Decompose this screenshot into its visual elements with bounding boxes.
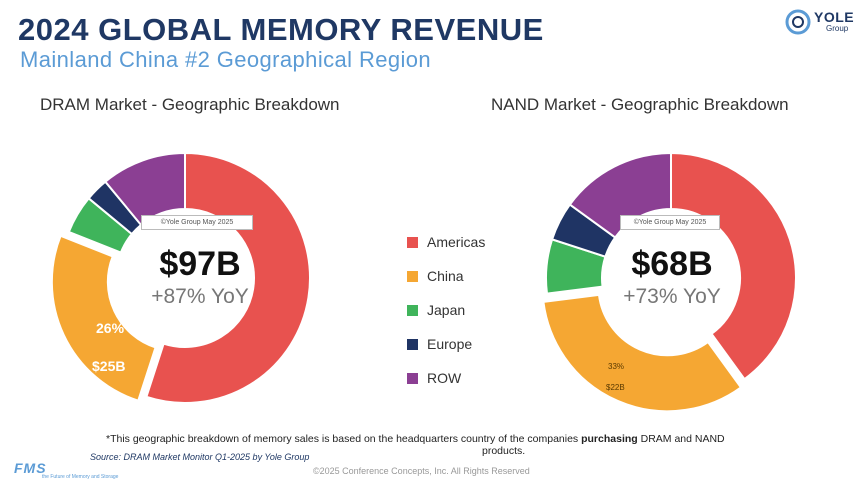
- legend-item-americas: Americas: [407, 234, 485, 250]
- copyright-note: ©2025 Conference Concepts, Inc. All Righ…: [313, 466, 530, 476]
- legend-swatch-americas: [407, 236, 418, 248]
- dram-total-value: $97B: [159, 245, 241, 283]
- dram-watermark: ©Yole Group May 2025: [141, 215, 253, 230]
- legend-item-europe: Europe: [407, 336, 472, 352]
- footnote-text-pre: *This geographic breakdown of memory sal…: [106, 433, 582, 445]
- fms-tagline: the Future of Memory and Storage: [42, 474, 119, 480]
- page-subtitle: Mainland China #2 Geographical Region: [20, 47, 432, 72]
- legend-label-china: China: [427, 268, 464, 284]
- source-note: Source: DRAM Market Monitor Q1-2025 by Y…: [90, 452, 310, 462]
- nand-slice-china: [542, 293, 743, 413]
- legend-swatch-china: [407, 270, 418, 282]
- legend-swatch-row: [407, 372, 418, 384]
- legend-label-europe: Europe: [427, 336, 473, 352]
- legend-label-americas: Americas: [427, 234, 486, 250]
- yole-logo-icon: [785, 9, 811, 35]
- nand-china-pct-label: 33%: [608, 362, 625, 371]
- dram-slice-americas: [145, 151, 311, 404]
- legend-item-japan: Japan: [407, 302, 465, 318]
- legend-swatch-europe: [407, 338, 418, 350]
- legend-item-china: China: [407, 268, 464, 284]
- nand-china-value-label: $22B: [606, 383, 625, 392]
- legend-label-row: ROW: [427, 370, 462, 386]
- nand-watermark: ©Yole Group May 2025: [620, 215, 720, 230]
- legend-item-row: ROW: [407, 370, 461, 386]
- logo-sub: Group: [826, 24, 849, 33]
- page-title: 2024 GLOBAL MEMORY REVENUE: [18, 12, 544, 47]
- logo-name: YOLE: [814, 9, 855, 25]
- legend-swatch-japan: [407, 304, 418, 316]
- nand-total-value: $68B: [631, 245, 713, 283]
- footnote-text-bold: purchasing: [581, 433, 638, 445]
- nand-yoy-growth: +73% YoY: [623, 285, 721, 308]
- nand-slice-americas: [670, 151, 797, 381]
- footnote: *This geographic breakdown of memory sal…: [106, 433, 864, 457]
- legend-label-japan: Japan: [427, 302, 466, 318]
- nand-chart-title: NAND Market - Geographic Breakdown: [491, 95, 789, 114]
- footnote-text-line2: products.: [482, 445, 526, 457]
- dram-china-pct-label: 26%: [96, 320, 125, 336]
- fms-logo: FMS: [14, 460, 47, 476]
- dram-china-value-label: $25B: [92, 358, 126, 374]
- dram-slice-china: [50, 234, 157, 402]
- dram-yoy-growth: +87% YoY: [151, 285, 249, 308]
- footnote-text-post: DRAM and NAND: [637, 433, 725, 445]
- dram-chart-title: DRAM Market - Geographic Breakdown: [40, 95, 340, 114]
